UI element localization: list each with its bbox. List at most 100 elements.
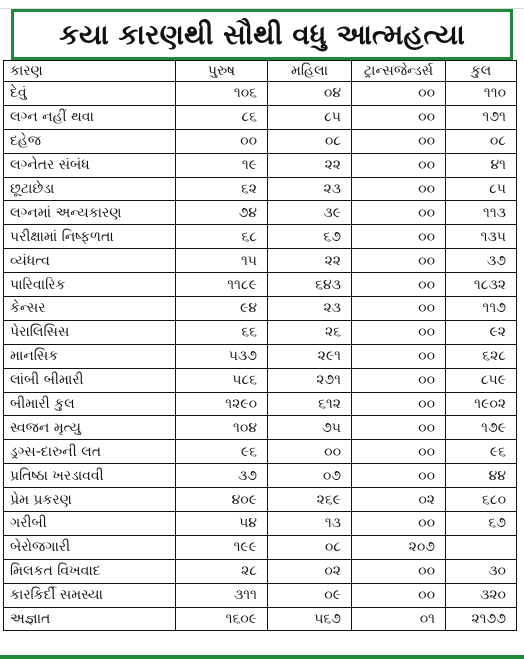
table-row: પેરાલિસિસ ૬૬ ૨૬ ૦૦ ૯૨ (3, 319, 517, 345)
cell-female: ૬૧૨ (267, 391, 352, 417)
cell-transgender: ૦૦ (351, 415, 446, 441)
cell-male: ૭૪ (175, 200, 268, 226)
header-female: મહિલા (267, 60, 352, 82)
cell-female: ૦૭ (267, 463, 352, 489)
cell-female: ૬૭ (267, 224, 352, 250)
cell-cause: પ્રતિષ્ઠા ખરડાવવી (3, 463, 176, 489)
cell-transgender: ૦૦ (351, 248, 446, 274)
cell-cause: બીમારી કુલ (3, 391, 176, 417)
cell-total: ૧૯૦૨ (445, 391, 517, 417)
cell-transgender: ૦૦ (351, 511, 446, 536)
cell-total: ૧૭૯ (445, 415, 517, 441)
cell-male: ૬૨ (175, 176, 268, 202)
table-row: મિલકત વિખવાદ ૨૮ ૦૨ ૦૦ ૩૦ (3, 558, 517, 584)
cell-male: ૦૦ (175, 128, 268, 154)
cell-transgender: ૦૦ (351, 319, 446, 345)
title-box: કયા કારણથી સૌથી વધુ આત્મહત્યા (11, 9, 513, 60)
cell-transgender: ૦૦ (351, 296, 446, 321)
cell-female: ૩૯ (267, 200, 352, 226)
cell-total: ૮૫૯ (445, 367, 517, 393)
cell-male: ૪૦૯ (175, 487, 268, 513)
cell-male: ૫૮૬ (175, 367, 268, 393)
cell-transgender: ૦૨ (351, 487, 446, 513)
table-row: લાંબી બીમારી ૫૮૬ ૨૭૧ ૦૦ ૮૫૯ (3, 367, 517, 393)
cell-total: ૧૭૧ (445, 104, 517, 130)
cell-transgender: ૦૦ (351, 176, 446, 202)
cell-female: ૭૫ (267, 415, 352, 441)
bottom-accent-line (0, 655, 524, 659)
cell-female: ૫૬૭ (267, 606, 352, 632)
cell-male: ૩૭ (175, 463, 268, 489)
cell-female: ૦૨ (267, 558, 352, 584)
cell-transgender: ૨૦૭ (351, 534, 446, 560)
cell-cause: લગ્ન નહીં થવા (3, 104, 176, 130)
header-total: કુલ (445, 60, 517, 82)
cell-cause: પરીક્ષામાં નિષ્ફળતા (3, 224, 176, 250)
table-row: બેરોજગારી ૧૯૯ ૦૮ ૨૦૭ (3, 534, 517, 560)
cell-total: ૧૧૭ (445, 296, 517, 321)
cell-cause: સ્વજન મૃત્યુ (3, 415, 176, 441)
cell-transgender: ૦૦ (351, 81, 446, 106)
header-row: કારણ પુરુષ મહિલા ટ્રાન્સજેન્ડર્સ કુલ (3, 60, 517, 82)
cell-total: ૩૦ (445, 558, 517, 584)
cell-transgender: ૦૧ (351, 606, 446, 632)
cell-total: ૦૮ (445, 128, 517, 154)
table-body: દેવું ૧૦૬ ૦૪ ૦૦ ૧૧૦ લગ્ન નહીં થવા ૮૬ ૮૫ ૦૦ ૧૭૧ દહે… (3, 81, 517, 632)
cell-transgender: ૦૦ (351, 272, 446, 298)
cell-transgender: ૦૦ (351, 367, 446, 393)
cell-transgender: ૦૦ (351, 391, 446, 417)
cell-total: ૯૨ (445, 319, 517, 345)
cell-transgender: ૦૦ (351, 463, 446, 489)
cell-female: ૨૨ (267, 152, 352, 178)
cell-cause: મિલકત વિખવાદ (3, 558, 176, 584)
table-row: પરીક્ષામાં નિષ્ફળતા ૬૮ ૬૭ ૦૦ ૧૩૫ (3, 224, 517, 250)
cell-female: ૨૩ (267, 176, 352, 202)
table-row: ગરીબી ૫૪ ૧૩ ૦૦ ૬૭ (3, 511, 517, 536)
cell-female: ૦૮ (267, 128, 352, 154)
cell-transgender: ૦૦ (351, 152, 446, 178)
table-row: પ્રતિષ્ઠા ખરડાવવી ૩૭ ૦૭ ૦૦ ૪૪ (3, 463, 517, 489)
cell-female: ૮૫ (267, 104, 352, 130)
cell-total: ૮૫ (445, 176, 517, 202)
cell-male: ૧૦૪ (175, 415, 268, 441)
suicide-causes-table: કારણ પુરુષ મહિલા ટ્રાન્સજેન્ડર્સ કુલ દેવ… (3, 60, 517, 632)
header-transgender: ટ્રાન્સજેન્ડર્સ (351, 60, 446, 82)
cell-female: ૦૦ (267, 439, 352, 465)
cell-transgender: ૦૦ (351, 558, 446, 584)
table-row: ડ્રગ્સ-દારુની લત ૯૬ ૦૦ ૦૦ ૯૬ (3, 439, 517, 465)
table-row: માનસિક ૫૩૭ ૨૯૧ ૦૦ ૬૨૮ (3, 343, 517, 369)
header-male: પુરુષ (175, 60, 268, 82)
page-title: કયા કારણથી સૌથી વધુ આત્મહત્યા (59, 17, 465, 51)
cell-male: ૬૮ (175, 224, 268, 250)
table-row: કેન્સર ૯૪ ૨૩ ૦૦ ૧૧૭ (3, 296, 517, 321)
cell-total: ૬૭ (445, 511, 517, 536)
table-row: વ્યંધત્વ ૧૫ ૨૨ ૦૦ ૩૭ (3, 248, 517, 274)
table-row: લગ્ન નહીં થવા ૮૬ ૮૫ ૦૦ ૧૭૧ (3, 104, 517, 130)
cell-female: ૦૮ (267, 534, 352, 560)
table-row: દહેજ ૦૦ ૦૮ ૦૦ ૦૮ (3, 128, 517, 154)
cell-cause: ડ્રગ્સ-દારુની લત (3, 439, 176, 465)
cell-male: ૯૪ (175, 296, 268, 321)
cell-total: ૧૧૩ (445, 200, 517, 226)
cell-male: ૬૬ (175, 319, 268, 345)
cell-male: ૧૯૯ (175, 534, 268, 560)
table-header: કારણ પુરુષ મહિલા ટ્રાન્સજેન્ડર્સ કુલ (3, 60, 517, 82)
cell-cause: દેવું (3, 81, 176, 106)
cell-cause: બેરોજગારી (3, 534, 176, 560)
cell-male: ૧૬૦૯ (175, 606, 268, 632)
cell-male: ૧૦૬ (175, 81, 268, 106)
cell-total: ૪૧ (445, 152, 517, 178)
cell-transgender: ૦૦ (351, 224, 446, 250)
cell-cause: કારકિર્દી સમસ્યા (3, 582, 176, 608)
cell-male: ૯૬ (175, 439, 268, 465)
cell-female: ૧૩ (267, 511, 352, 536)
top-strip (0, 0, 524, 9)
cell-female: ૨૩ (267, 296, 352, 321)
cell-male: ૫૩૭ (175, 343, 268, 369)
cell-total: ૬૮૦ (445, 487, 517, 513)
cell-cause: દહેજ (3, 128, 176, 154)
cell-female: ૨૬૯ (267, 487, 352, 513)
cell-total: ૩૭ (445, 248, 517, 274)
cell-total: ૪૪ (445, 463, 517, 489)
table-row: સ્વજન મૃત્યુ ૧૦૪ ૭૫ ૦૦ ૧૭૯ (3, 415, 517, 441)
